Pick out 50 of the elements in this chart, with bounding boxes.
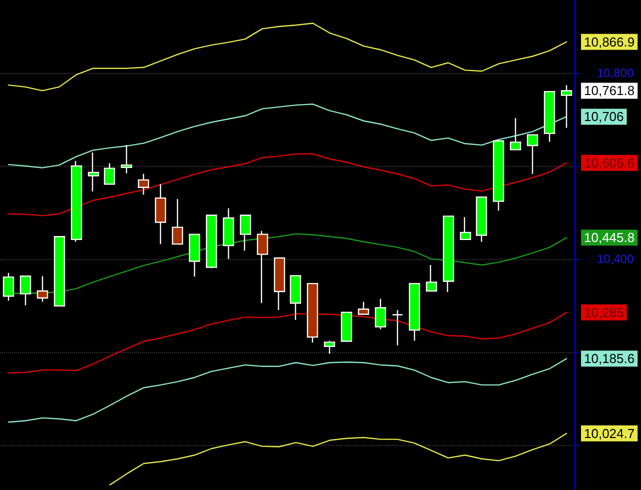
candlestick: [36, 276, 48, 302]
candlestick: [290, 275, 302, 320]
data-label: 10,606.6: [584, 155, 635, 170]
line-series: [8, 22, 568, 92]
text: 10,761.8: [584, 83, 635, 98]
candlestick: [172, 198, 184, 245]
candlestick: [104, 162, 116, 185]
y-tick-label: 10,400: [597, 252, 634, 266]
data-label: 10,285: [584, 304, 624, 320]
candlestick: [374, 298, 386, 330]
candlestick: [138, 173, 150, 196]
candlestick: [222, 208, 234, 260]
line-series: [8, 312, 568, 374]
candlestick: [358, 301, 370, 315]
line-series: [8, 153, 568, 216]
candlestick: [408, 282, 420, 342]
candlestick: [206, 214, 218, 269]
data-label: 10,866.9: [584, 34, 635, 50]
candlestick: [442, 216, 454, 293]
data-label: 10,445.8: [584, 230, 635, 246]
candlestick: [256, 230, 268, 304]
candlestick: [340, 312, 352, 342]
candlestick: [88, 152, 100, 192]
candlestick: [54, 236, 66, 306]
line-series: [109, 432, 568, 486]
candlestick: [240, 214, 252, 252]
candlestick: [544, 90, 556, 142]
candlestick: [154, 184, 166, 245]
data-label: 10,706: [584, 109, 624, 124]
candlestick: [70, 160, 82, 242]
candlestick: [392, 309, 404, 346]
candlestick: [274, 257, 286, 311]
candlestick: [476, 196, 488, 242]
candlestick: [510, 117, 522, 150]
candlestick: [426, 264, 438, 292]
data-label: 10,185.6: [584, 351, 635, 366]
candlestick: [188, 234, 200, 278]
data-label: 10,024.7: [584, 426, 635, 441]
candlestick: [526, 134, 538, 174]
line-series: [8, 358, 568, 423]
candlestick: [2, 272, 14, 302]
line-series: [8, 104, 568, 168]
candlestick: [20, 276, 32, 306]
candlestick: [492, 140, 504, 212]
candlestick: [460, 216, 472, 240]
y-tick-label: 10,800: [597, 66, 634, 80]
candlestick: [306, 282, 318, 344]
candlestick: [120, 144, 132, 174]
candlestick: [324, 340, 336, 354]
candlestick: [560, 84, 572, 128]
